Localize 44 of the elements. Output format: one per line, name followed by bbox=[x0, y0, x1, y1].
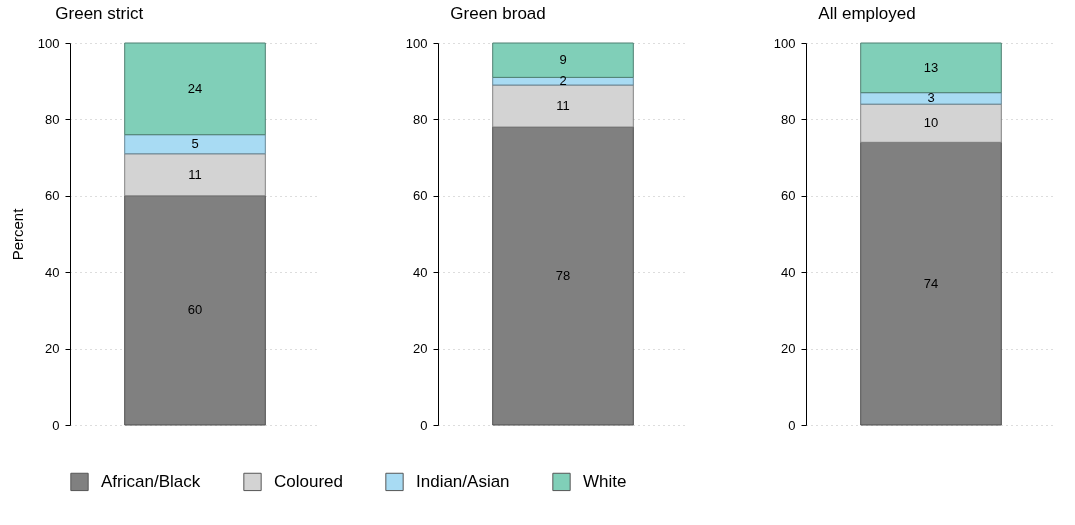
data-label: 11 bbox=[188, 166, 202, 182]
data-label: 3 bbox=[927, 90, 935, 106]
y-tick-label: 20 bbox=[413, 341, 428, 357]
data-label: 2 bbox=[559, 73, 567, 89]
y-tick-label: 40 bbox=[781, 264, 796, 280]
bar bbox=[492, 42, 634, 78]
y-tick-label: 60 bbox=[413, 188, 428, 204]
y-tick-label: 0 bbox=[52, 417, 60, 433]
y-tick-label: 20 bbox=[45, 341, 60, 357]
y-tick-label: 0 bbox=[420, 417, 428, 433]
y-tick-label: 80 bbox=[45, 111, 60, 127]
data-label: 5 bbox=[191, 136, 199, 152]
data-label: 10 bbox=[923, 115, 939, 131]
y-tick-label: 80 bbox=[781, 111, 796, 127]
y-tick-label: 100 bbox=[405, 35, 428, 51]
legend-label: African/Black bbox=[101, 471, 201, 491]
data-label: 78 bbox=[555, 268, 571, 284]
y-tick-label: 40 bbox=[45, 264, 60, 280]
bar bbox=[124, 42, 266, 136]
chart-title: Green strict bbox=[55, 4, 144, 23]
y-tick-label: 80 bbox=[413, 111, 428, 127]
bar bbox=[124, 134, 266, 155]
y-tick-label: 100 bbox=[773, 35, 796, 51]
bar bbox=[860, 92, 1002, 105]
data-label: 13 bbox=[923, 59, 939, 75]
legend-label: White bbox=[583, 471, 627, 491]
y-axis-title: Percent bbox=[8, 207, 26, 261]
legend-label: Indian/Asian bbox=[416, 471, 510, 491]
data-label: 74 bbox=[923, 275, 939, 291]
chart-title: Green broad bbox=[450, 4, 546, 23]
y-tick-label: 0 bbox=[788, 417, 796, 433]
y-tick-label: 40 bbox=[413, 264, 428, 280]
legend-label: Coloured bbox=[274, 471, 343, 491]
y-tick-label: 100 bbox=[37, 35, 60, 51]
data-label: 11 bbox=[556, 98, 570, 114]
y-tick-label: 60 bbox=[45, 188, 60, 204]
bar bbox=[860, 42, 1002, 94]
y-tick-label: 20 bbox=[781, 341, 796, 357]
data-label: 9 bbox=[559, 52, 567, 68]
chart-title: All employed bbox=[818, 4, 916, 23]
y-tick-label: 60 bbox=[781, 188, 796, 204]
data-label: 24 bbox=[187, 80, 203, 96]
data-label: 60 bbox=[187, 302, 203, 318]
bar bbox=[492, 76, 634, 86]
